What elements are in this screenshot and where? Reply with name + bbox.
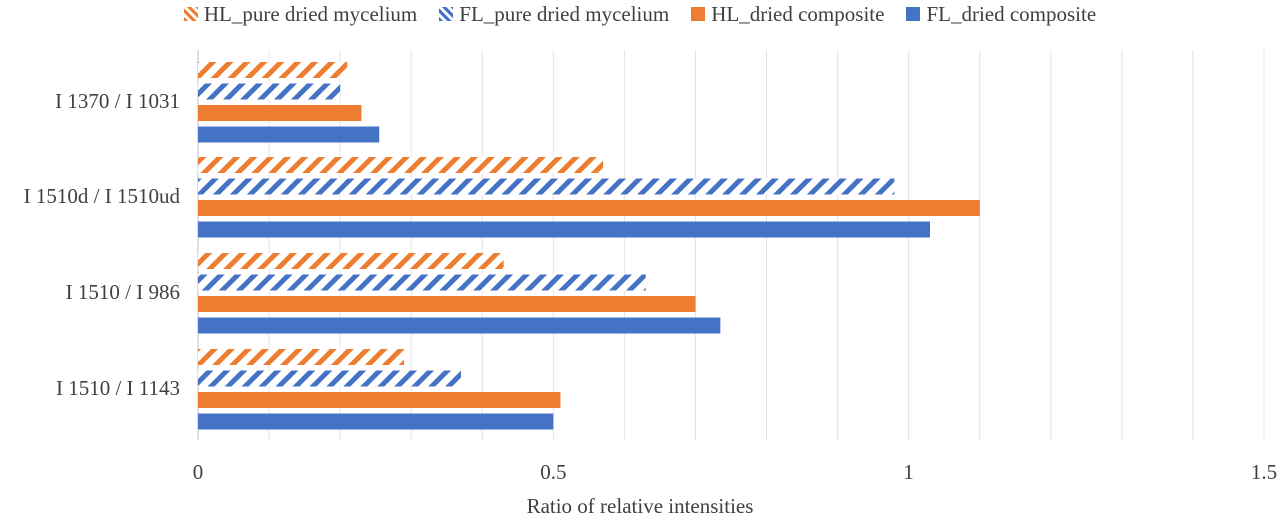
legend-item-fl-pure[interactable]: FL_pure dried mycelium (439, 2, 669, 27)
legend-item-hl-pure[interactable]: HL_pure dried mycelium (183, 1, 418, 27)
bar-4-2[interactable] (198, 221, 930, 238)
legend-swatch-fl-composite (906, 7, 921, 21)
category-label: I 1370 / I 1031 (55, 89, 180, 114)
legend-label-hl-composite: HL_dried composite (711, 1, 885, 26)
bar-3-1[interactable] (198, 105, 362, 121)
bar-3-2[interactable] (198, 200, 980, 216)
legend-item-fl-composite[interactable]: FL_dried composite (906, 2, 1096, 27)
bar-2-1[interactable] (198, 83, 341, 100)
bar-2-3[interactable] (198, 274, 646, 291)
bar-3-3[interactable] (198, 296, 696, 312)
legend: HL_pure dried mycelium FL_pure dried myc… (0, 0, 1280, 28)
x-axis-label: Ratio of relative intensities (526, 494, 754, 518)
legend-swatch-fl-pure (439, 7, 454, 21)
bars (198, 62, 980, 430)
bar-4-3[interactable] (198, 317, 721, 334)
legend-label-fl-pure: FL_pure dried mycelium (459, 1, 670, 26)
x-tick-label: 1 (903, 460, 914, 484)
x-tick-label: 0 (193, 460, 204, 484)
category-label: I 1510 / I 1143 (55, 376, 180, 401)
x-tick-label: 0.5 (540, 460, 566, 484)
legend-label-hl-pure: HL_pure dried mycelium (203, 1, 418, 26)
bar-4-4[interactable] (198, 413, 554, 430)
x-tick-labels: 0 0.5 1 1.5 (193, 460, 1277, 484)
category-label: I 1510 / I 986 (65, 280, 180, 305)
legend-swatch-hl-composite (691, 7, 706, 21)
legend-label-fl-composite: FL_dried composite (926, 1, 1097, 26)
x-tick-label: 1.5 (1251, 460, 1277, 484)
bar-2-4[interactable] (198, 370, 461, 387)
legend-item-hl-composite[interactable]: HL_dried composite (691, 2, 884, 27)
legend-swatch-hl-pure (183, 7, 198, 21)
bar-3-4[interactable] (198, 392, 561, 408)
bar-1-3[interactable] (198, 253, 504, 269)
bar-1-1[interactable] (198, 62, 348, 78)
bar-2-2[interactable] (198, 178, 895, 195)
bar-4-1[interactable] (198, 126, 380, 143)
bar-1-4[interactable] (198, 349, 405, 365)
gridlines (197, 50, 1265, 440)
category-label: I 1510d / I 1510ud (23, 184, 180, 209)
bar-1-2[interactable] (198, 157, 604, 173)
